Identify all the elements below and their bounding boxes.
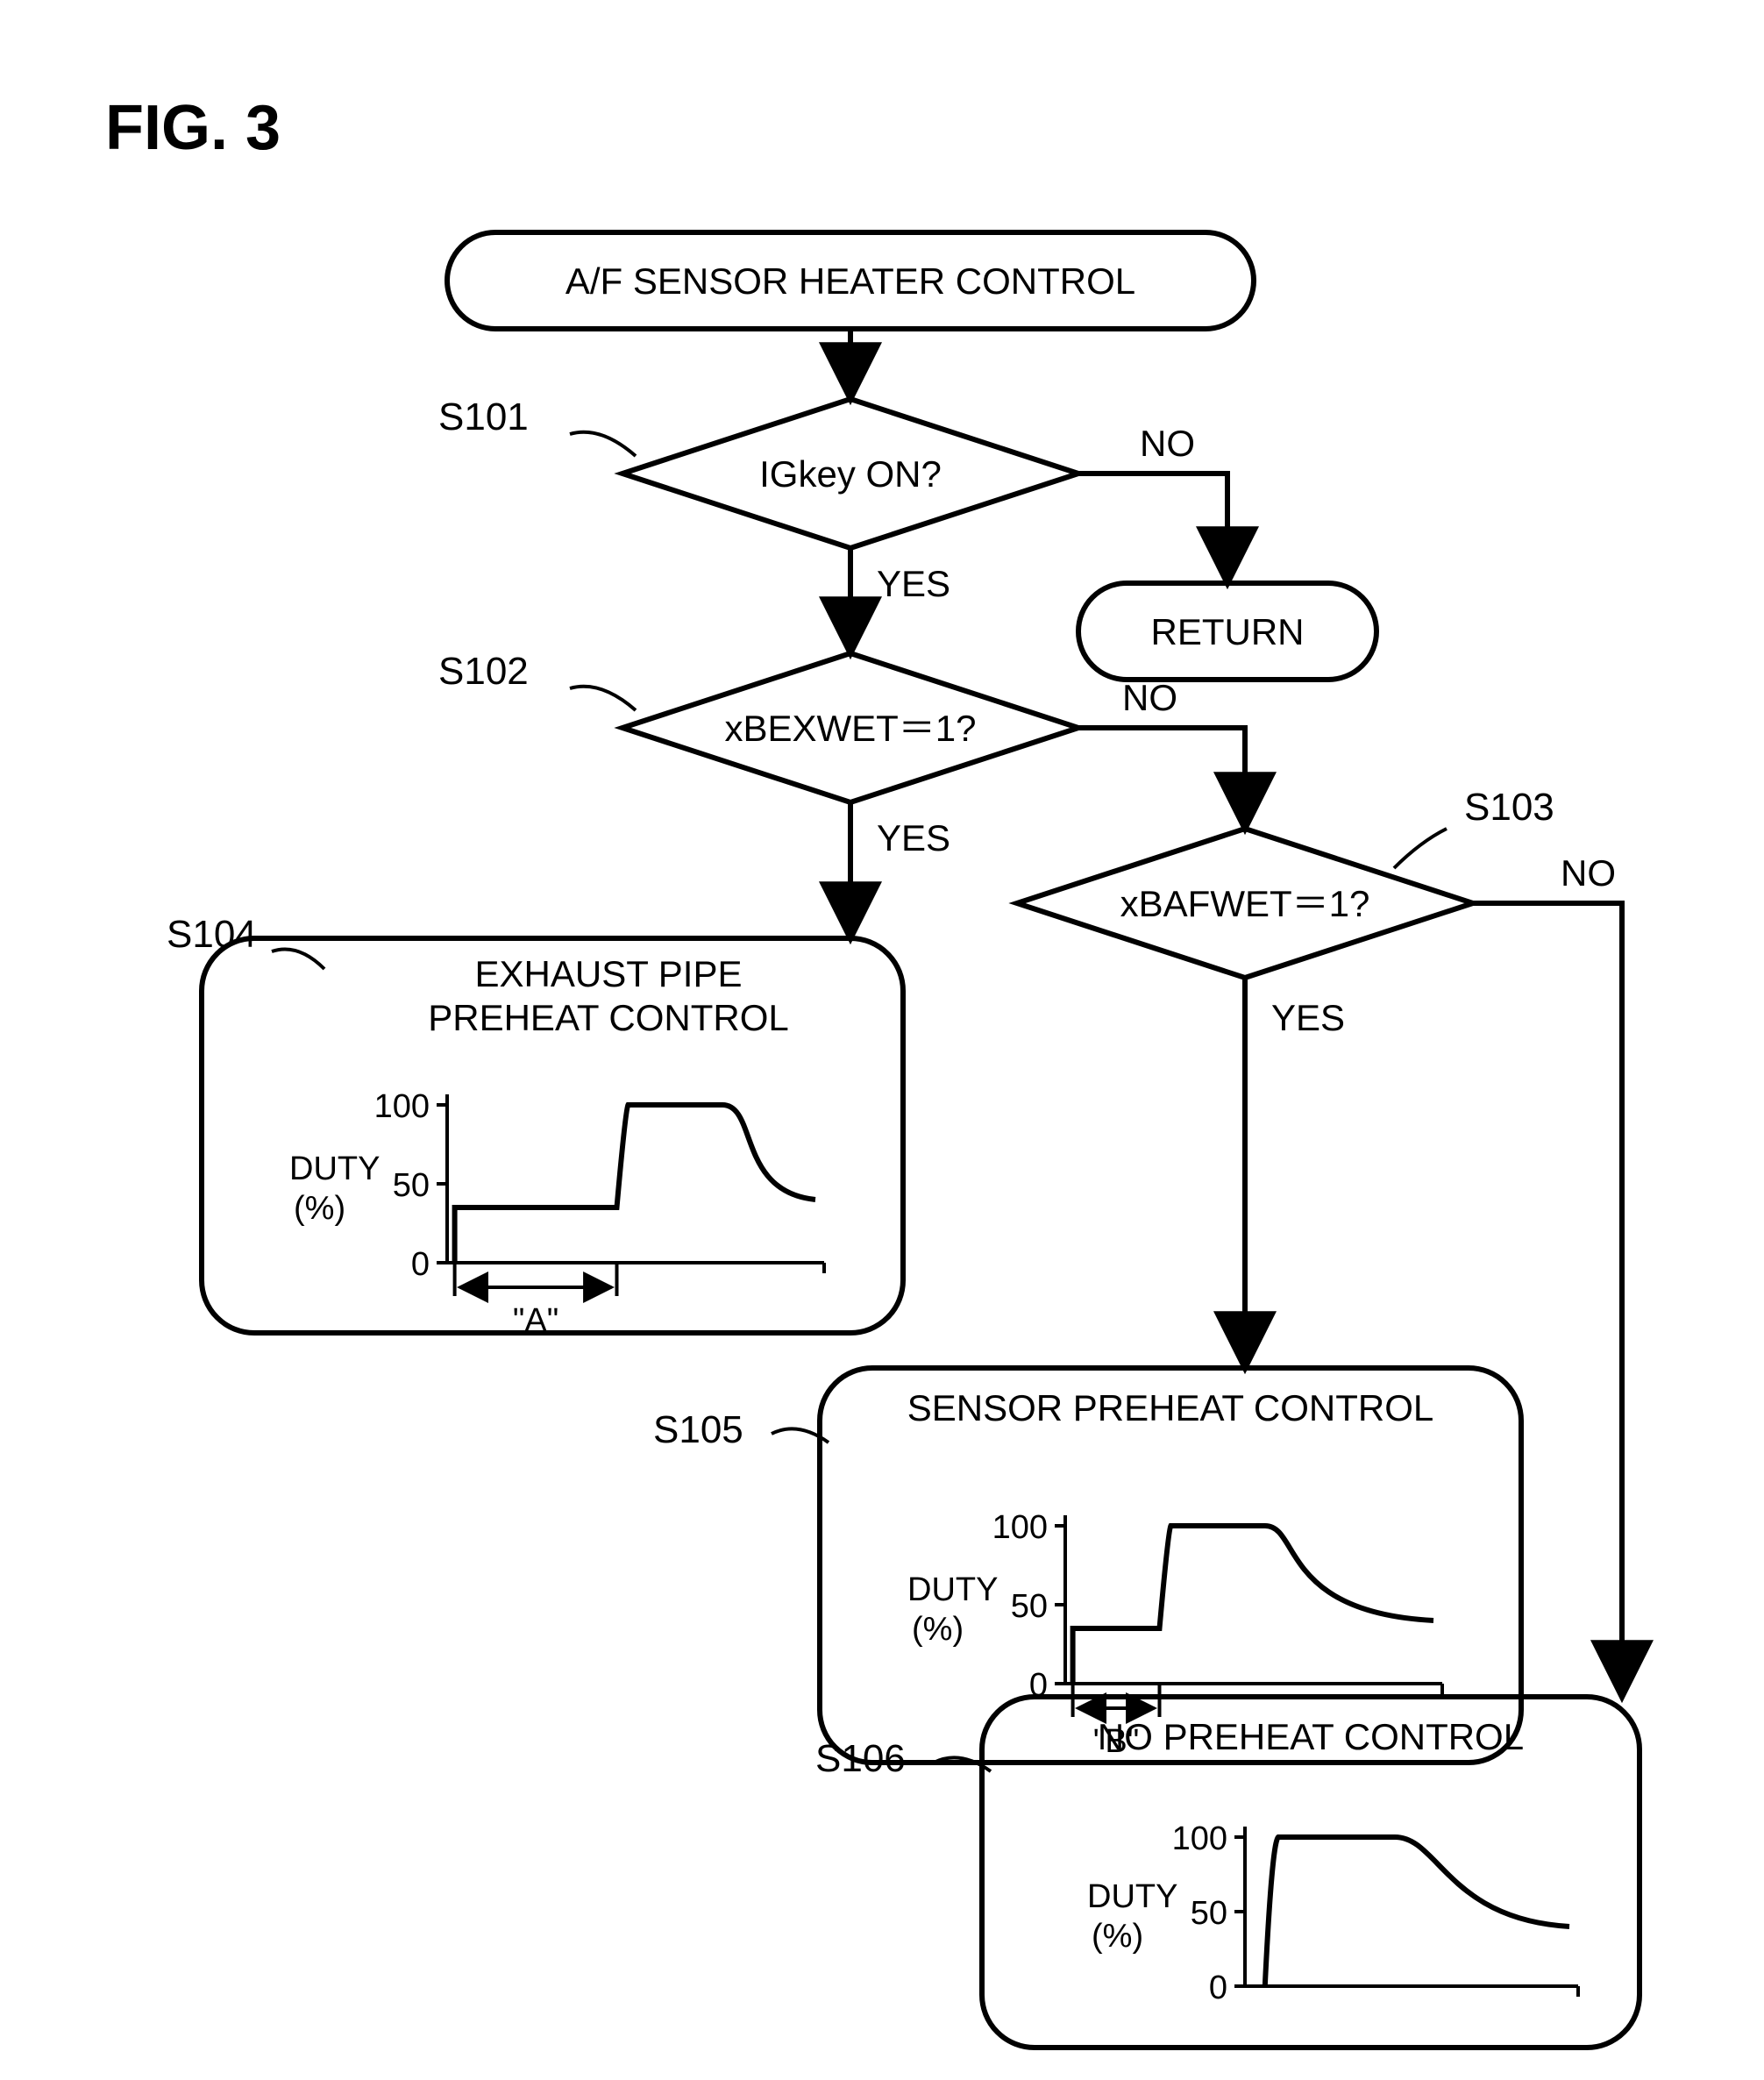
tick-100: 100 <box>1172 1820 1227 1857</box>
tick-0: 0 <box>1209 1970 1227 2006</box>
interval-label: "A" <box>513 1302 558 1339</box>
d3-no: NO <box>1561 852 1616 894</box>
decision-igkey: IGkey ON? <box>622 399 1078 548</box>
duty-curve <box>455 1105 815 1263</box>
leader-s103 <box>1394 829 1447 868</box>
decision-xbexwet: xBEXWET＝1? <box>622 653 1078 802</box>
d1-no: NO <box>1140 423 1195 464</box>
process-no-preheat: NO PREHEAT CONTROL 100 50 0 DUTY(%) <box>982 1697 1640 2048</box>
return-node: RETURN <box>1078 583 1376 680</box>
tick-50: 50 <box>1191 1895 1227 1932</box>
p2-title: SENSOR PREHEAT CONTROL <box>907 1387 1434 1428</box>
pct-label: (%) <box>912 1611 964 1648</box>
tick-0: 0 <box>411 1246 430 1283</box>
step-label-s103: S103 <box>1464 786 1554 829</box>
leader-s104 <box>272 950 324 970</box>
edge-d2-d3 <box>1078 728 1245 829</box>
start-node: A/F SENSOR HEATER CONTROL <box>447 232 1254 329</box>
chart-axes <box>1245 1837 1578 1986</box>
pct-label: (%) <box>1092 1918 1143 1955</box>
duty-curve <box>1073 1526 1433 1684</box>
d1-yes: YES <box>877 563 950 604</box>
decision-xbafwet: xBAFWET＝1? <box>1017 829 1473 978</box>
process-exhaust-preheat: EXHAUST PIPEPREHEAT CONTROL 100 50 0 DUTY(%)… <box>202 938 903 1339</box>
leader-s101 <box>570 432 636 456</box>
process-sensor-preheat: SENSOR PREHEAT CONTROL100500DUTY(%)"B" <box>820 1368 1521 1763</box>
decision-xbafwet-text: xBAFWET＝1? <box>1120 883 1370 924</box>
duty-label: DUTY <box>1087 1878 1177 1915</box>
d2-yes: YES <box>877 817 950 858</box>
start-label: A/F SENSOR HEATER CONTROL <box>565 260 1135 302</box>
tick-50: 50 <box>393 1167 430 1204</box>
duty-label: DUTY <box>907 1571 998 1608</box>
leader-s102 <box>570 687 636 710</box>
p1-title2: PREHEAT CONTROL <box>428 997 789 1038</box>
duty-label: DUTY <box>289 1150 380 1187</box>
p1-title1: EXHAUST PIPE <box>475 953 743 994</box>
chart-axes <box>447 1105 824 1263</box>
p3-title: NO PREHEAT CONTROL <box>1098 1716 1524 1757</box>
step-label-s105: S105 <box>653 1408 743 1451</box>
tick-50: 50 <box>1011 1588 1048 1625</box>
figure-label: FIG. 3 <box>105 93 281 163</box>
step-label-s102: S102 <box>438 650 529 693</box>
decision-xbexwet-text: xBEXWET＝1? <box>724 708 976 749</box>
d2-no: NO <box>1122 677 1177 718</box>
chart-axes <box>1065 1526 1442 1684</box>
step-label-s104: S104 <box>167 913 257 956</box>
pct-label: (%) <box>294 1190 345 1227</box>
return-label: RETURN <box>1151 611 1305 652</box>
step-label-s106: S106 <box>815 1737 906 1780</box>
d3-yes: YES <box>1271 997 1345 1038</box>
edge-d3-p3 <box>1473 903 1622 1697</box>
tick-100: 100 <box>992 1509 1048 1546</box>
duty-curve <box>1265 1837 1569 1986</box>
decision-igkey-text: IGkey ON? <box>759 453 942 495</box>
step-label-s101: S101 <box>438 395 529 438</box>
edge-d1-return <box>1078 474 1227 583</box>
tick-100: 100 <box>374 1088 430 1125</box>
